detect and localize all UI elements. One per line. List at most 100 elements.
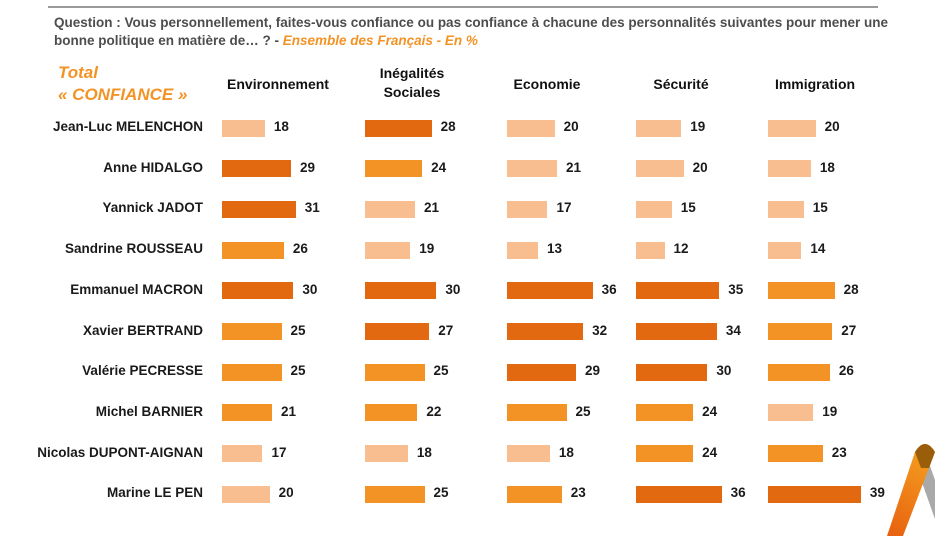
- bar: [507, 119, 555, 137]
- bar: [768, 485, 861, 503]
- data-label: 25: [290, 322, 306, 338]
- bar: [636, 363, 708, 381]
- data-label: 12: [673, 241, 689, 257]
- bar: [636, 241, 665, 259]
- data-label: 19: [690, 119, 706, 134]
- data-label: 26: [292, 241, 308, 257]
- data-label: 30: [716, 363, 732, 379]
- person-name: Valérie PECRESSE: [82, 363, 203, 379]
- data-label: 21: [280, 403, 296, 419]
- data-label: 39: [869, 485, 885, 501]
- bar: [222, 404, 272, 422]
- bar: [222, 485, 270, 503]
- data-label: 24: [702, 403, 718, 419]
- data-label: 21: [565, 159, 581, 175]
- person-name: Xavier BERTRAND: [82, 322, 203, 338]
- data-label: 25: [290, 363, 306, 379]
- data-label: 21: [423, 200, 439, 216]
- person-name: Yannick JADOT: [102, 200, 203, 216]
- bar: [636, 282, 720, 300]
- top-rule-right: [418, 6, 878, 8]
- bar: [365, 282, 437, 300]
- person-name: Emmanuel MACRON: [70, 281, 203, 297]
- bar: [768, 200, 804, 218]
- data-label: 15: [680, 200, 696, 216]
- bar: [768, 119, 816, 137]
- data-label: 18: [273, 119, 289, 134]
- bar: [636, 200, 672, 218]
- data-label: 18: [819, 159, 835, 175]
- data-label: 25: [433, 485, 449, 501]
- bar: [222, 323, 282, 340]
- bar: [507, 404, 567, 422]
- data-label: 36: [601, 281, 617, 297]
- bar: [636, 485, 722, 503]
- column-header-line: Immigration: [774, 76, 856, 92]
- bar: [507, 160, 557, 178]
- bar: [768, 241, 802, 259]
- chart-title: Total « CONFIANCE »: [58, 62, 187, 106]
- person-name: Marine LE PEN: [106, 485, 203, 501]
- data-label: 23: [570, 485, 586, 501]
- column-header: Sécurité: [611, 75, 751, 94]
- bar: [507, 323, 584, 340]
- logo-icon: [887, 444, 935, 536]
- data-label: 22: [426, 403, 442, 419]
- question-main: Question : Vous personnellement, faites-…: [54, 15, 888, 48]
- bar: [222, 119, 265, 137]
- data-label: 19: [822, 403, 838, 419]
- person-name: Anne HIDALGO: [103, 159, 203, 175]
- data-label: 31: [304, 200, 320, 216]
- bar: [222, 200, 296, 218]
- bar: [768, 363, 830, 381]
- person-name: Sandrine ROUSSEAU: [64, 241, 203, 257]
- column-header: Environnement: [208, 75, 348, 94]
- bar: [222, 241, 284, 259]
- data-label: 20: [278, 485, 294, 501]
- data-label: 18: [558, 444, 574, 460]
- bar: [365, 241, 411, 259]
- data-label: 28: [440, 119, 456, 134]
- data-label: 13: [546, 241, 562, 257]
- data-label: 26: [838, 363, 854, 379]
- data-label: 15: [812, 200, 828, 216]
- column-header: Immigration: [745, 75, 885, 94]
- data-label: 20: [824, 119, 840, 134]
- person-name: Jean-Luc MELENCHON: [52, 119, 203, 134]
- bar: [636, 160, 684, 178]
- bar: [365, 404, 418, 422]
- bar: [507, 445, 550, 463]
- data-label: 23: [831, 444, 847, 460]
- bar: [507, 282, 593, 300]
- bar: [768, 282, 835, 300]
- bar: [222, 363, 282, 381]
- data-label: 30: [445, 281, 461, 297]
- bar: [636, 119, 682, 137]
- data-label: 27: [841, 322, 857, 338]
- bar: [768, 445, 823, 463]
- column-header-line: Sécurité: [653, 76, 709, 92]
- bar: [507, 485, 562, 503]
- bar: [365, 200, 415, 218]
- bar: [365, 363, 425, 381]
- column-header: Economie: [477, 75, 617, 94]
- confiance-label: « CONFIANCE »: [58, 85, 188, 104]
- data-label: 34: [725, 322, 741, 338]
- data-label: 17: [271, 444, 287, 460]
- question-text: Question : Vous personnellement, faites-…: [54, 14, 914, 50]
- data-label: 25: [433, 363, 449, 379]
- bar: [507, 200, 548, 218]
- column-header-line: Economie: [513, 76, 581, 92]
- data-label: 29: [585, 363, 601, 379]
- bar: [636, 323, 717, 340]
- data-label: 20: [563, 119, 579, 134]
- data-label: 14: [810, 241, 826, 257]
- data-label: 29: [300, 159, 316, 175]
- bar: [222, 282, 294, 300]
- bar: [636, 404, 694, 422]
- data-label: 24: [431, 159, 447, 175]
- column-header: Inégalités Sociales: [342, 64, 482, 102]
- data-label: 36: [730, 485, 746, 501]
- bar: [768, 160, 811, 178]
- data-label: 32: [592, 322, 608, 338]
